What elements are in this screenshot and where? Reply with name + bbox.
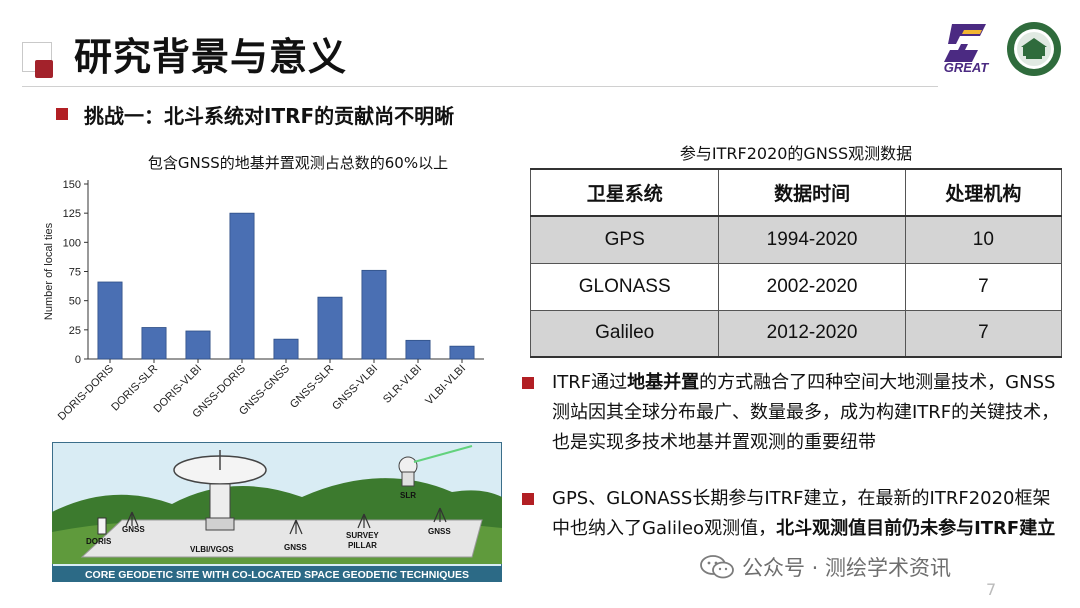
bullet-item-2: GPS、GLONASS长期参与ITRF建立，在最新的ITRF2020框架中也纳入…: [522, 484, 1062, 544]
x-tick-label: SLR-VLBI: [381, 363, 424, 406]
bar-gnss-doris: [229, 212, 255, 360]
table-caption: 参与ITRF2020的GNSS观测数据: [679, 144, 913, 163]
x-tick-label: VLBI-VLBI: [423, 363, 468, 408]
local-ties-chart: 包含GNSS的地基并置观测占总数的60%以上 0 25 50 75 100 125 150 N…: [38, 150, 492, 440]
table-header-cell: 处理机构: [904, 168, 1063, 217]
table-row: GLONASS 2002-2020 7: [529, 262, 1063, 311]
table-cell: 7: [904, 262, 1063, 311]
table-cell: 10: [904, 215, 1063, 264]
table-row: Galileo 2012-2020 7: [529, 309, 1063, 358]
bar-doris-doris: [97, 281, 123, 360]
table-cell: 2012-2020: [718, 309, 906, 358]
label-pillar: PILLAR: [348, 541, 377, 550]
y-tick-label: 25: [69, 325, 81, 337]
title-divider: [22, 86, 938, 87]
y-tick-label: 75: [69, 267, 81, 279]
watermark-text: 公众号 · 测绘学术资讯: [742, 556, 952, 580]
bullet-text: ITRF通过地基并置的方式融合了四种空间大地测量技术，GNSS测站因其全球分布最…: [552, 368, 1062, 458]
bullet-text-bold: 地基并置: [627, 372, 700, 393]
table-cell: GPS: [529, 215, 720, 264]
great-logo-text: GREAT: [943, 60, 989, 75]
table-header-cell: 数据时间: [718, 168, 906, 217]
y-tick-label: 125: [63, 208, 81, 220]
x-tick-label: GNSS-VLBI: [330, 363, 380, 413]
page-title: 研究背景与意义: [74, 35, 348, 79]
bar-gnss-gnss: [273, 338, 299, 360]
y-tick-label: 100: [63, 237, 81, 249]
bar-doris-slr: [141, 327, 167, 360]
label-doris: DORIS: [86, 537, 112, 546]
challenge-bullet: [56, 108, 68, 120]
bullet-text-part: 的方式融合了四种空间大地测量技术，GNSS测站因其全球分布最广、数量最多，成为构…: [552, 372, 1060, 453]
label-vlbi: VLBI/VGOS: [190, 545, 234, 554]
bullet-text-part: GPS、GLONASS长期参与ITRF建立，在最新的ITRF2020框架中也纳入…: [552, 488, 1051, 539]
label-gnss-3: GNSS: [428, 527, 451, 536]
bullet-text: GPS、GLONASS长期参与ITRF建立，在最新的ITRF2020框架中也纳入…: [552, 484, 1062, 544]
y-tick-label: 0: [75, 354, 81, 366]
gnss-data-table: 卫星系统 数据时间 处理机构 GPS 1994-2020 10 GLONASS …: [529, 168, 1063, 358]
geodetic-site-illustration: DORIS GNSS VLBI/VGOS GNSS SURVEY PILLAR …: [52, 442, 502, 582]
university-seal-icon: [1007, 22, 1061, 76]
table-cell: GLONASS: [529, 262, 720, 311]
bar-gnss-vlbi: [361, 269, 387, 360]
table-cell: Galileo: [529, 309, 720, 358]
bar-doris-vlbi: [185, 330, 211, 360]
bar-slr-vlbi: [405, 339, 431, 360]
challenge-heading: 挑战一：北斗系统对ITRF的贡献尚不明晰: [84, 104, 455, 128]
x-tick-label: DORIS-DORIS: [56, 363, 116, 423]
y-axis-label: Number of local ties: [43, 222, 55, 320]
bullet-item-1: ITRF通过地基并置的方式融合了四种空间大地测量技术，GNSS测站因其全球分布最…: [522, 368, 1062, 458]
bar-gnss-slr: [317, 296, 343, 360]
page-number: 7: [986, 580, 997, 599]
table-header-cell: 卫星系统: [529, 168, 720, 217]
y-tick-label: 150: [63, 179, 81, 191]
label-gnss-1: GNSS: [122, 525, 145, 534]
great-logo-icon: [944, 24, 986, 62]
bullet-marker: [522, 377, 534, 389]
table-cell: 2002-2020: [718, 262, 906, 311]
bullet-marker: [522, 493, 534, 505]
table-cell: 1994-2020: [718, 215, 906, 264]
chart-title: 包含GNSS的地基并置观测占总数的60%以上: [147, 154, 449, 172]
label-gnss-2: GNSS: [284, 543, 307, 552]
bullet-text-bold: 北斗观测值目前仍未参与ITRF建立: [776, 518, 1056, 539]
chart-svg: 0 25 50 75 100 125 150 Number of local ties DORI…: [43, 179, 484, 423]
illustration-caption: CORE GEODETIC SITE WITH CO-LOCATED SPACE…: [85, 569, 469, 581]
y-tick-label: 50: [69, 296, 81, 308]
table-row: GPS 1994-2020 10: [529, 215, 1063, 264]
title-decoration-dot: [35, 60, 53, 78]
label-slr: SLR: [400, 491, 416, 500]
table-header-row: 卫星系统 数据时间 处理机构: [529, 168, 1063, 217]
x-tick-label: GNSS-SLR: [288, 363, 336, 411]
table-cell: 7: [904, 309, 1063, 358]
watermark: 公众号 · 测绘学术资讯: [700, 552, 951, 582]
bullet-text-part: ITRF通过: [552, 372, 628, 393]
bar-vlbi-vlbi: [449, 345, 475, 360]
wechat-icon: [700, 555, 734, 579]
label-survey: SURVEY: [346, 531, 379, 540]
